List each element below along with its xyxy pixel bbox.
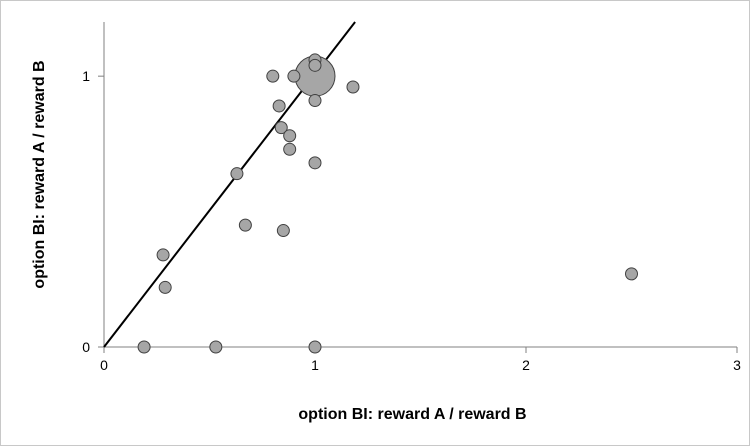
data-point bbox=[625, 267, 638, 281]
data-points bbox=[137, 53, 638, 354]
data-point bbox=[137, 340, 151, 354]
data-point bbox=[346, 80, 360, 94]
tick-labels: 0 1 2 3 0 1 bbox=[82, 68, 741, 373]
x-tick-label: 2 bbox=[522, 357, 530, 373]
data-point bbox=[238, 218, 252, 232]
data-point bbox=[283, 129, 297, 143]
data-point bbox=[156, 248, 170, 262]
data-point bbox=[276, 224, 290, 238]
x-tick-label: 1 bbox=[311, 357, 319, 373]
data-point bbox=[287, 69, 301, 83]
x-axis-title: option BI: reward A / reward B bbox=[298, 406, 526, 423]
y-axis-title: option BI: reward A / reward B bbox=[31, 60, 48, 288]
data-point bbox=[209, 340, 223, 354]
data-point bbox=[308, 340, 322, 354]
data-point bbox=[266, 69, 280, 83]
y-tick-label: 1 bbox=[82, 68, 90, 84]
data-point bbox=[274, 121, 288, 135]
axes bbox=[103, 22, 737, 348]
tick-marks bbox=[98, 75, 738, 353]
data-point bbox=[283, 142, 297, 156]
data-point bbox=[308, 94, 322, 108]
x-tick-label: 0 bbox=[100, 357, 108, 373]
data-point bbox=[272, 99, 286, 113]
data-point bbox=[158, 280, 172, 294]
data-point bbox=[308, 156, 322, 170]
data-point bbox=[308, 58, 322, 72]
y-tick-label: 0 bbox=[82, 339, 90, 355]
data-point bbox=[230, 167, 244, 181]
x-tick-label: 3 bbox=[733, 357, 741, 373]
